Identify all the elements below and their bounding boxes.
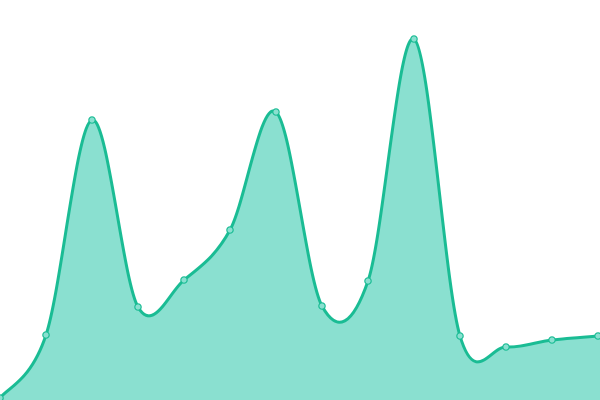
data-point-0 bbox=[0, 394, 4, 400]
data-point-9 bbox=[410, 35, 418, 43]
area-fill bbox=[0, 38, 600, 400]
data-point-13 bbox=[594, 332, 600, 340]
data-point-5 bbox=[226, 226, 234, 234]
data-points bbox=[0, 35, 600, 400]
data-point-1 bbox=[42, 331, 50, 339]
data-point-10 bbox=[456, 332, 464, 340]
data-point-12 bbox=[548, 336, 556, 344]
data-point-2 bbox=[88, 116, 96, 124]
data-point-8 bbox=[364, 277, 372, 285]
data-point-11 bbox=[502, 343, 510, 351]
data-point-3 bbox=[134, 303, 142, 311]
data-point-4 bbox=[180, 276, 188, 284]
data-point-7 bbox=[318, 302, 326, 310]
data-point-6 bbox=[272, 108, 280, 116]
